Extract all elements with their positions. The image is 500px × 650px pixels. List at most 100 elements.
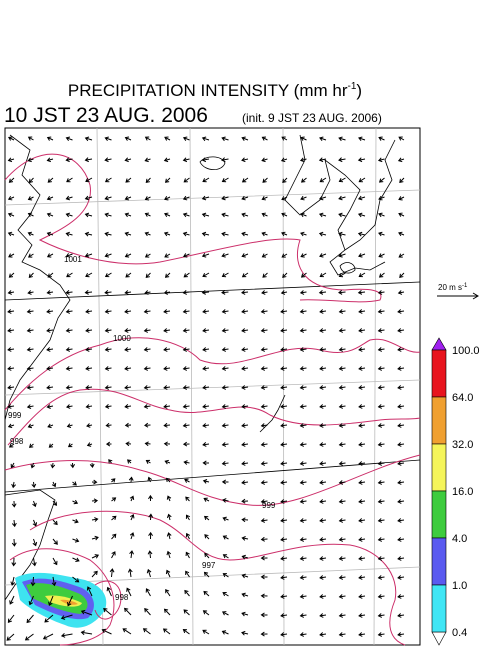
wind-vector (84, 212, 93, 218)
wind-vector (125, 272, 132, 278)
wind-vector (32, 519, 38, 527)
wind-vector (67, 443, 73, 448)
wind-vector (85, 366, 93, 371)
wind-vector (338, 177, 346, 183)
wind-vector (201, 290, 210, 295)
wind-vector (144, 136, 151, 141)
wind-vector (122, 628, 132, 635)
wind-vector (318, 195, 327, 201)
wind-vector (319, 499, 327, 504)
wind-vector (111, 515, 117, 521)
wind-vector (163, 231, 171, 237)
wind-vector (319, 309, 327, 314)
wind-vector (27, 212, 34, 217)
wind-vector (377, 385, 385, 390)
wind-vector (222, 554, 229, 559)
wind-vector (319, 613, 327, 618)
wind-vector (318, 212, 327, 218)
wind-vector (280, 309, 288, 314)
wind-vector (202, 347, 210, 352)
wind-vector (378, 212, 385, 218)
wind-vector (163, 404, 171, 409)
wind-vector (89, 462, 95, 468)
wind-vector (221, 177, 229, 183)
wind-vector (111, 533, 117, 540)
wind-vector (28, 272, 34, 278)
wind-vector (7, 385, 15, 390)
wind-vector (338, 366, 346, 371)
wind-vector (221, 479, 229, 485)
wind-vector (46, 195, 54, 201)
wind-vector (319, 177, 327, 183)
wind-vector (144, 422, 151, 428)
wind-vector (358, 594, 366, 599)
wind-vector (165, 477, 171, 483)
wind-vector (104, 177, 112, 183)
contour-label: 997 (202, 561, 216, 570)
wind-vector (397, 423, 405, 428)
wind-vector (126, 587, 132, 597)
wind-vector (46, 231, 54, 237)
wind-vector (357, 231, 366, 237)
wind-vector (104, 253, 112, 258)
wind-vector (222, 516, 229, 522)
wind-vector (143, 366, 151, 371)
wind-vector (357, 212, 366, 218)
wind-vector (377, 309, 385, 314)
wind-vector (397, 594, 405, 599)
isobar (7, 388, 421, 446)
island (259, 262, 356, 433)
wind-vector (44, 614, 54, 623)
wind-vector (358, 480, 366, 485)
wind-vector (221, 231, 229, 237)
wind-vector (182, 309, 190, 314)
wind-vector (85, 328, 93, 333)
wind-vector (162, 628, 171, 635)
wind-vector (338, 272, 346, 278)
colorbar-box (431, 396, 447, 445)
wind-vector (104, 157, 112, 163)
wind-vector (124, 366, 132, 371)
wind-vector (378, 231, 385, 237)
wind-vector (124, 212, 132, 218)
wind-vector (319, 366, 327, 371)
wind-vector (260, 385, 268, 390)
wind-vector (338, 613, 346, 618)
wind-vector (261, 253, 268, 258)
wind-vector (182, 423, 190, 428)
wind-vector (46, 404, 54, 409)
wind-vector (260, 612, 268, 618)
wind-vector (241, 290, 249, 295)
wind-vector (377, 632, 385, 637)
wind-vector (91, 498, 99, 504)
wind-vector (201, 231, 210, 237)
wind-vector (31, 557, 37, 567)
wind-vector (183, 460, 190, 465)
wind-vector (280, 290, 288, 295)
colorbar-top (431, 337, 447, 351)
wind-vector (46, 253, 54, 258)
wind-vector (85, 272, 93, 278)
wind-vector (262, 177, 268, 183)
wind-vector (221, 157, 229, 163)
wind-vector (202, 404, 210, 409)
wind-vector (397, 442, 405, 447)
wind-vector (65, 253, 73, 258)
wind-vector (338, 594, 346, 599)
wind-vector (46, 328, 54, 333)
contour-label: 998 (10, 437, 24, 446)
wind-vector (397, 404, 405, 409)
wind-vector (398, 231, 405, 237)
wind-vector (7, 157, 15, 163)
wind-vector (397, 461, 405, 466)
wind-vector (261, 231, 268, 237)
vector-key-arrow (437, 292, 479, 300)
colorbar-label: 32.0 (452, 439, 473, 451)
wind-vector (129, 550, 134, 559)
wind-vector (7, 347, 15, 352)
wind-vector (281, 196, 288, 201)
wind-vector (299, 309, 307, 314)
wind-vector (377, 347, 385, 352)
wind-vector (300, 212, 307, 218)
wind-vector (377, 613, 385, 618)
